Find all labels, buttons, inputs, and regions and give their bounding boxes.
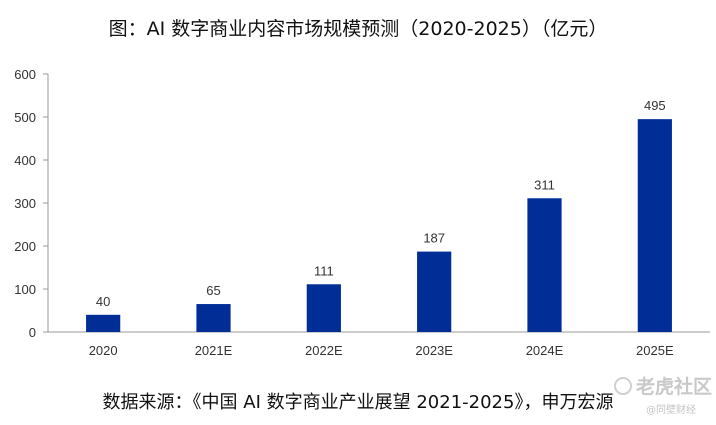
bar (306, 284, 341, 332)
y-axis: 0 100 200 300 400 500 600 (14, 67, 49, 340)
bar-value-label: 495 (644, 98, 666, 113)
source-note: 数据来源：《中国 AI 数字商业产业展望 2021-2025》，申万宏源 (102, 392, 614, 413)
y-tick-label: 100 (14, 282, 36, 297)
y-tick-label: 300 (14, 196, 36, 211)
bar-value-label: 40 (96, 294, 110, 309)
chart-title: 图：AI 数字商业内容市场规模预测（2020-2025）（亿元） (108, 18, 608, 40)
x-tick-label: 2020 (89, 343, 118, 358)
y-tick-label: 0 (29, 325, 36, 340)
y-tick-label: 600 (14, 67, 36, 82)
bar-value-label: 111 (314, 263, 334, 278)
watermark-sub: @同壁财经 (646, 405, 696, 416)
x-tick-label: 2025E (636, 343, 674, 358)
bar (417, 251, 452, 332)
watermark-brand: 老虎社区 (614, 372, 712, 399)
bar-value-label: 187 (423, 231, 445, 246)
bar-value-label: 311 (534, 177, 555, 192)
bar (527, 198, 562, 332)
x-tick-label: 2024E (526, 343, 564, 358)
bar (86, 314, 121, 332)
bar (637, 119, 672, 333)
y-tick-label: 500 (14, 110, 36, 125)
x-axis: 2020 2021E 2022E 2023E 2024E 2025E (48, 331, 710, 358)
x-tick-label: 2023E (415, 343, 453, 358)
bars (86, 119, 672, 333)
bar (196, 304, 231, 332)
y-tick-label: 400 (14, 153, 36, 168)
bar-value-label: 65 (206, 283, 220, 298)
x-tick-label: 2021E (195, 343, 233, 358)
tiger-logo-icon (614, 376, 632, 395)
y-tick-label: 200 (14, 239, 36, 254)
data-labels: 40 65 111 187 311 495 (96, 98, 666, 309)
watermark-brand-text: 老虎社区 (636, 376, 713, 398)
x-tick-label: 2022E (305, 343, 343, 358)
